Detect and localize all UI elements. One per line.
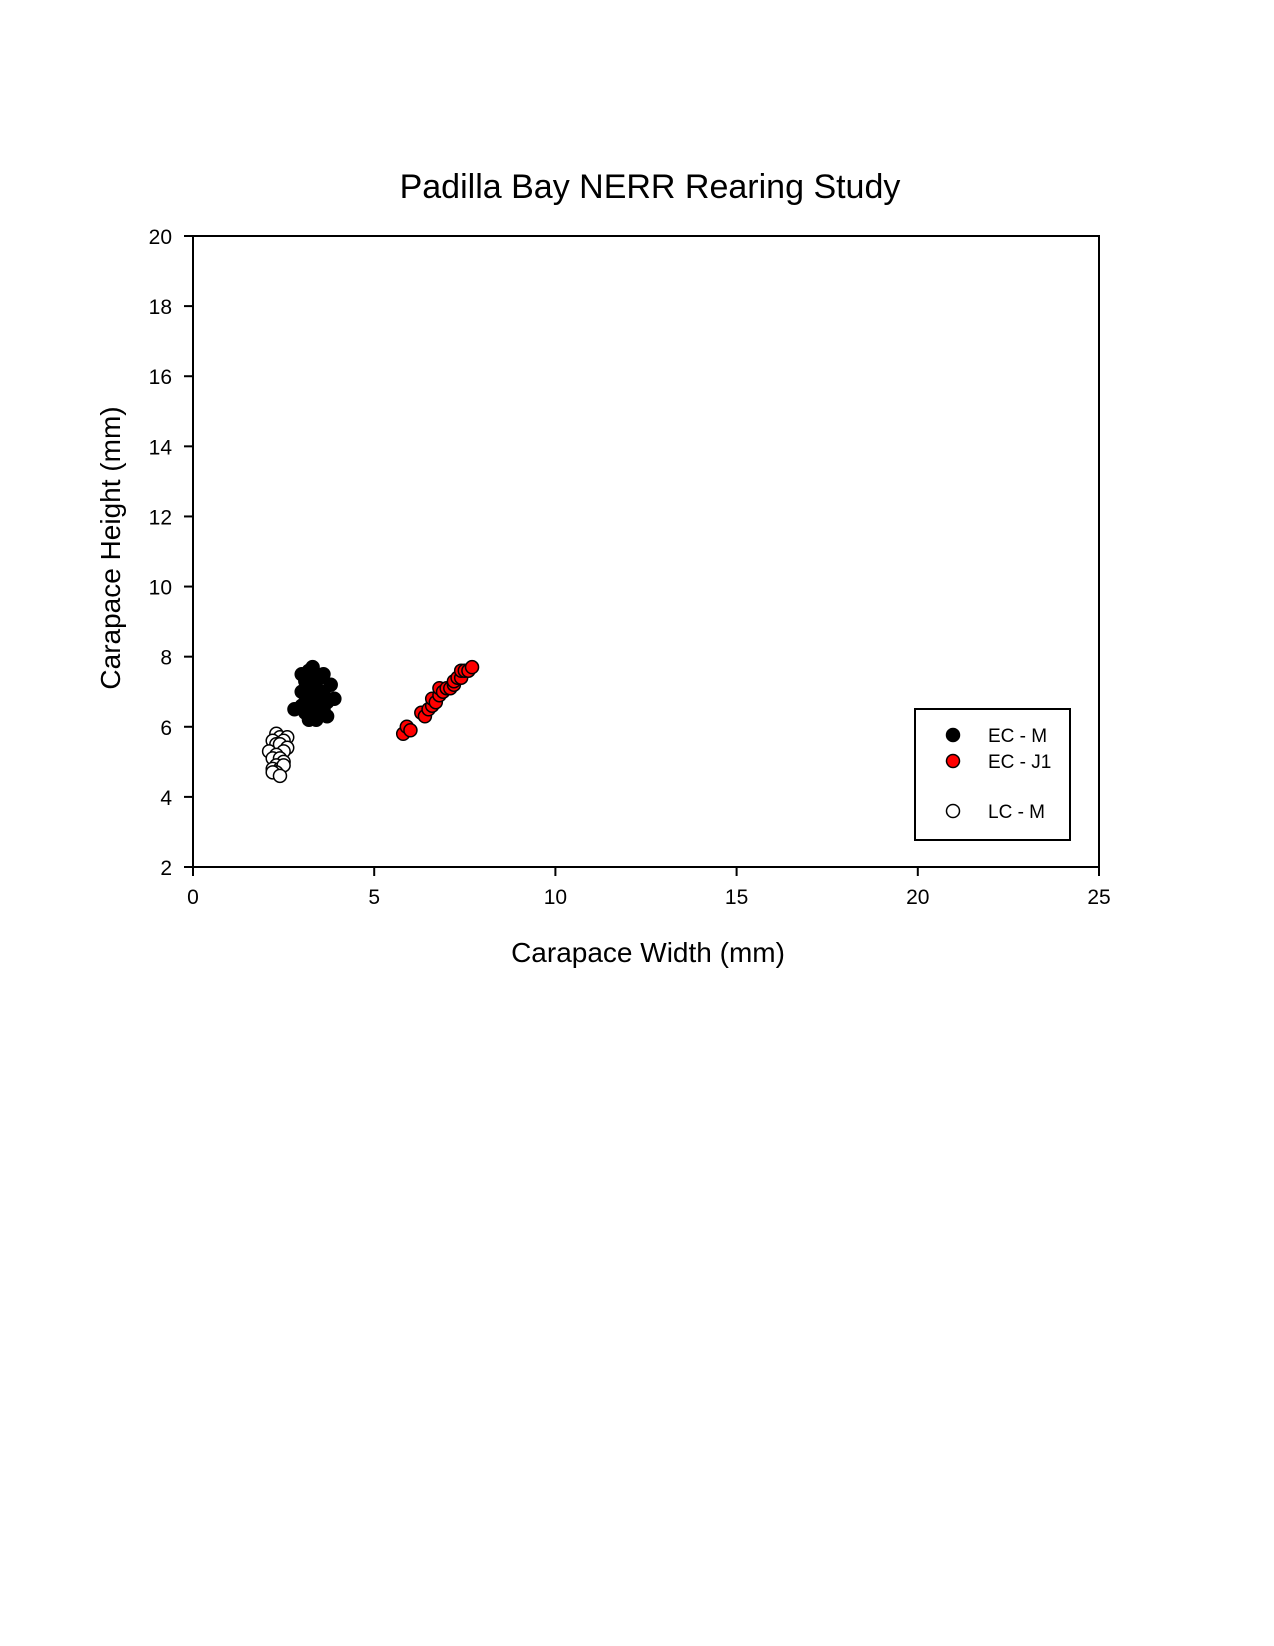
data-point [464,659,480,675]
x-axis-label: Carapace Width (mm) [511,937,785,968]
x-tick-label: 5 [368,886,380,909]
y-tick-label: 2 [160,857,172,880]
legend-label-ec-m: EC - M [988,726,1047,747]
y-tick-label: 6 [160,717,172,740]
y-axis-label: Carapace Height (mm) [95,406,126,689]
x-tick-label: 0 [187,886,199,909]
data-point [301,712,317,728]
y-tick-label: 8 [160,647,172,670]
y-axis-ticks: 2 4 6 8 10 12 14 16 18 20 [149,226,193,880]
x-tick-label: 20 [906,886,929,909]
legend-label-ec-j1: EC - J1 [988,752,1051,773]
legend-label-lc-m: LC - M [988,802,1045,823]
y-tick-label: 10 [149,577,172,600]
legend-marker-lc-m [945,803,961,819]
legend: EC - M EC - J1 LC - M [914,708,1071,841]
legend-marker-ec-j1 [945,753,961,769]
y-tick-label: 12 [149,506,172,529]
y-tick-label: 14 [149,436,173,459]
y-tick-label: 18 [149,296,172,319]
legend-box [914,708,1071,841]
x-tick-label: 15 [725,886,748,909]
y-tick-label: 20 [149,226,172,249]
y-tick-label: 16 [149,366,172,389]
chart-title: Padilla Bay NERR Rearing Study [400,168,901,206]
plot-frame [192,235,1100,868]
x-tick-label: 25 [1087,886,1110,909]
x-tick-label: 10 [544,886,567,909]
data-point [403,723,418,738]
y-tick-label: 4 [160,787,172,810]
x-axis-ticks: 0 5 10 15 20 25 [187,867,1111,909]
data-point [272,768,288,784]
data-points [261,659,480,784]
legend-marker-ec-m [945,727,961,743]
